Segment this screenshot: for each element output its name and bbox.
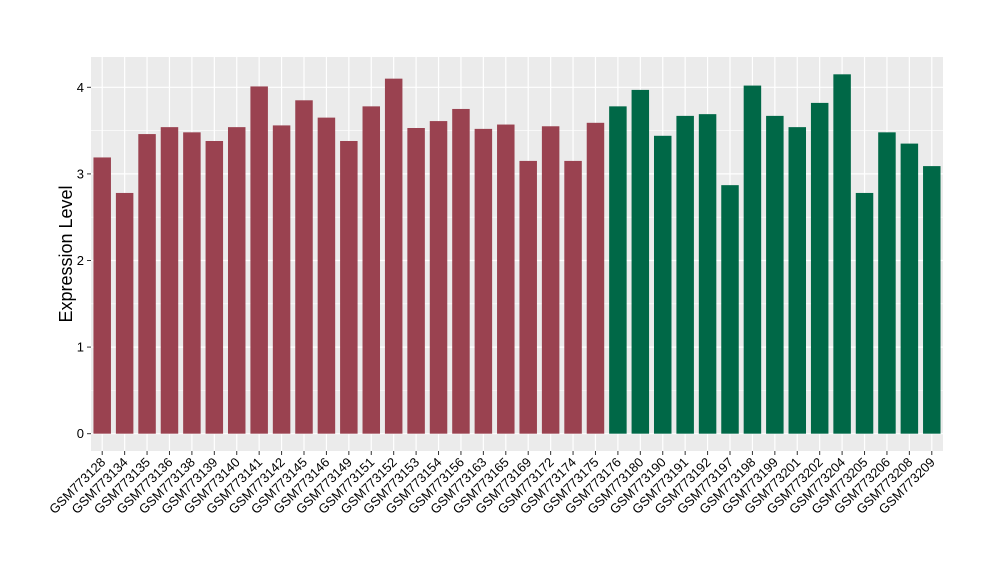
bar <box>878 132 896 434</box>
bar <box>743 85 762 434</box>
bar <box>497 124 515 434</box>
bar <box>384 78 403 434</box>
bar <box>676 115 694 434</box>
bar <box>295 100 313 434</box>
bar <box>586 122 605 434</box>
bar <box>474 128 493 434</box>
bar <box>115 192 134 434</box>
bar <box>833 74 851 434</box>
bar <box>205 140 224 434</box>
y-axis: 0 1 2 3 4 <box>77 80 91 441</box>
bar <box>721 185 739 434</box>
x-axis: GSM773128GSM773134GSM773135GSM773136GSM7… <box>46 451 938 517</box>
bar <box>429 121 448 434</box>
bar <box>519 160 537 434</box>
bar <box>631 89 650 434</box>
bar <box>93 157 111 434</box>
bar <box>698 114 717 434</box>
bar <box>317 117 336 434</box>
y-tick-label: 3 <box>77 166 84 181</box>
bar <box>272 125 291 434</box>
bar <box>340 140 358 434</box>
bars <box>93 74 941 434</box>
bar <box>766 115 784 434</box>
bar <box>227 127 246 434</box>
bar <box>810 102 829 434</box>
bar <box>362 106 381 434</box>
bar <box>183 132 201 434</box>
bar <box>653 135 672 434</box>
bar <box>160 127 179 434</box>
bar <box>564 160 582 434</box>
bar <box>541 126 560 434</box>
bar <box>452 108 470 434</box>
y-tick-label: 1 <box>77 340 84 355</box>
bar <box>407 128 425 434</box>
bar <box>250 86 268 434</box>
bar <box>855 192 874 434</box>
y-tick-label: 2 <box>77 253 84 268</box>
bar <box>788 127 807 434</box>
bar <box>900 143 919 434</box>
y-tick-label: 4 <box>77 80 84 95</box>
y-axis-title: Expression Level <box>56 185 76 322</box>
bar <box>609 106 627 434</box>
bar <box>138 134 156 434</box>
bar <box>923 166 941 434</box>
y-tick-label: 0 <box>77 426 84 441</box>
